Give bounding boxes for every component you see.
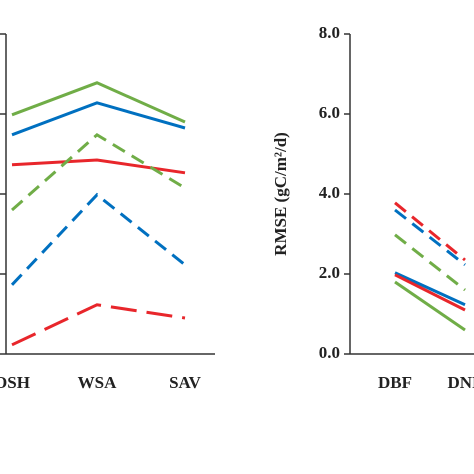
series-line [394,208,466,266]
y-axis-label: RMSE (gC/m²/d) [271,132,290,256]
series-line [394,280,466,332]
y-tick-label: 8.0 [319,23,340,42]
series-line [11,101,186,137]
x-tick-label: DNF [448,373,474,392]
series-line [10,192,186,286]
x-tick-label: WSA [78,373,117,392]
y-tick-label: 4.0 [319,183,340,202]
y-tick-label: 0.0 [319,343,340,362]
x-tick-label: SAV [169,373,202,392]
x-tick-label: OSH [0,373,30,392]
series-line [394,233,466,292]
series-line [394,273,466,312]
x-tick-label: DBF [378,373,412,392]
series-line [11,81,186,124]
series-line [394,271,466,307]
y-tick-label: 2.0 [319,263,340,282]
series-line [11,132,186,212]
series-line [394,201,466,262]
series-line [11,303,186,347]
y-tick-label: 6.0 [319,103,340,122]
